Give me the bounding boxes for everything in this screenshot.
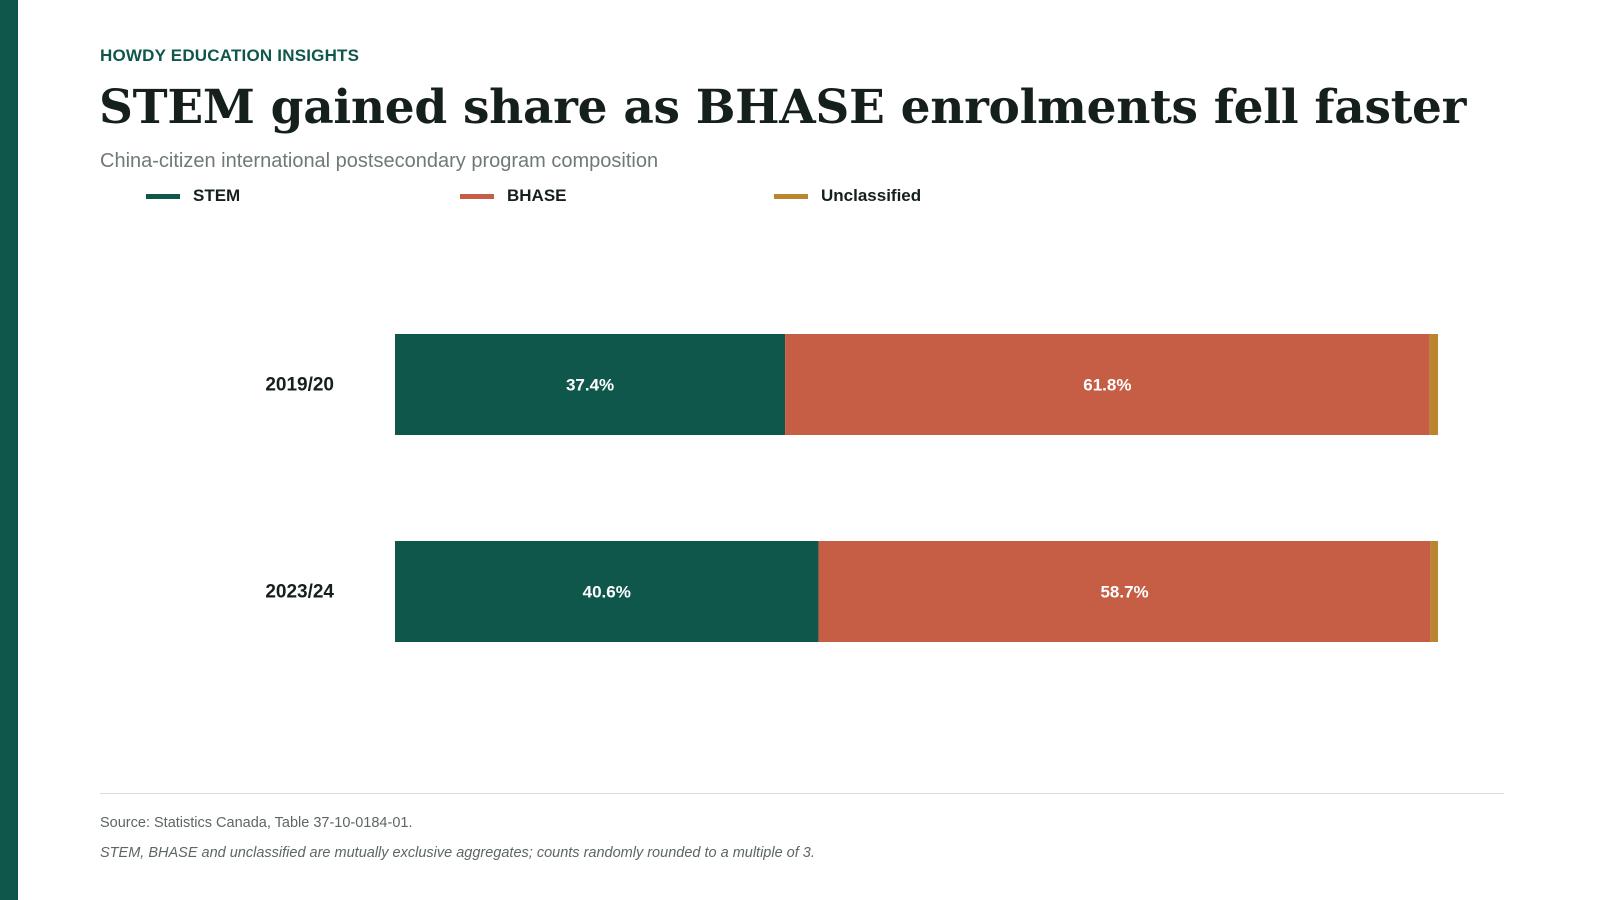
bar-segment-unclassified [1430, 541, 1438, 642]
methodology-note: STEM, BHASE and unclassified are mutuall… [100, 845, 815, 861]
bar-segment-stem [395, 541, 819, 642]
legend-label-unclassified: Unclassified [821, 186, 922, 205]
legend-label-bhase: BHASE [507, 186, 567, 205]
brand-label: HOWDY EDUCATION INSIGHTS [100, 46, 360, 65]
bar-segment-bhase [785, 334, 1430, 435]
legend: STEM BHASE Unclassified [146, 184, 1446, 208]
data-label-stem: 40.6% [583, 583, 631, 602]
data-label-bhase: 61.8% [1083, 376, 1131, 395]
legend-item-bhase: BHASE [460, 184, 567, 208]
legend-swatch-bhase [460, 193, 494, 199]
bar-segment-stem [395, 334, 786, 435]
data-label-bhase: 58.7% [1100, 583, 1148, 602]
legend-swatch-unclassified [774, 193, 808, 199]
category-label: 2023/24 [265, 582, 334, 603]
bar-segment-bhase [818, 541, 1431, 642]
footer-divider [100, 793, 1504, 794]
bar-segment-unclassified [1429, 334, 1438, 435]
legend-label-stem: STEM [193, 186, 241, 205]
legend-item-stem: STEM [146, 184, 240, 208]
accent-bar [0, 0, 18, 900]
chart-title: STEM gained share as BHASE enrolments fe… [99, 80, 1467, 135]
chart-subtitle: China-citizen international postsecondar… [100, 150, 659, 172]
source-note: Source: Statistics Canada, Table 37-10-0… [100, 815, 413, 831]
data-label-stem: 37.4% [566, 376, 614, 395]
legend-swatch-stem [146, 193, 180, 199]
category-label: 2019/20 [265, 375, 334, 396]
legend-item-unclassified: Unclassified [774, 184, 921, 208]
